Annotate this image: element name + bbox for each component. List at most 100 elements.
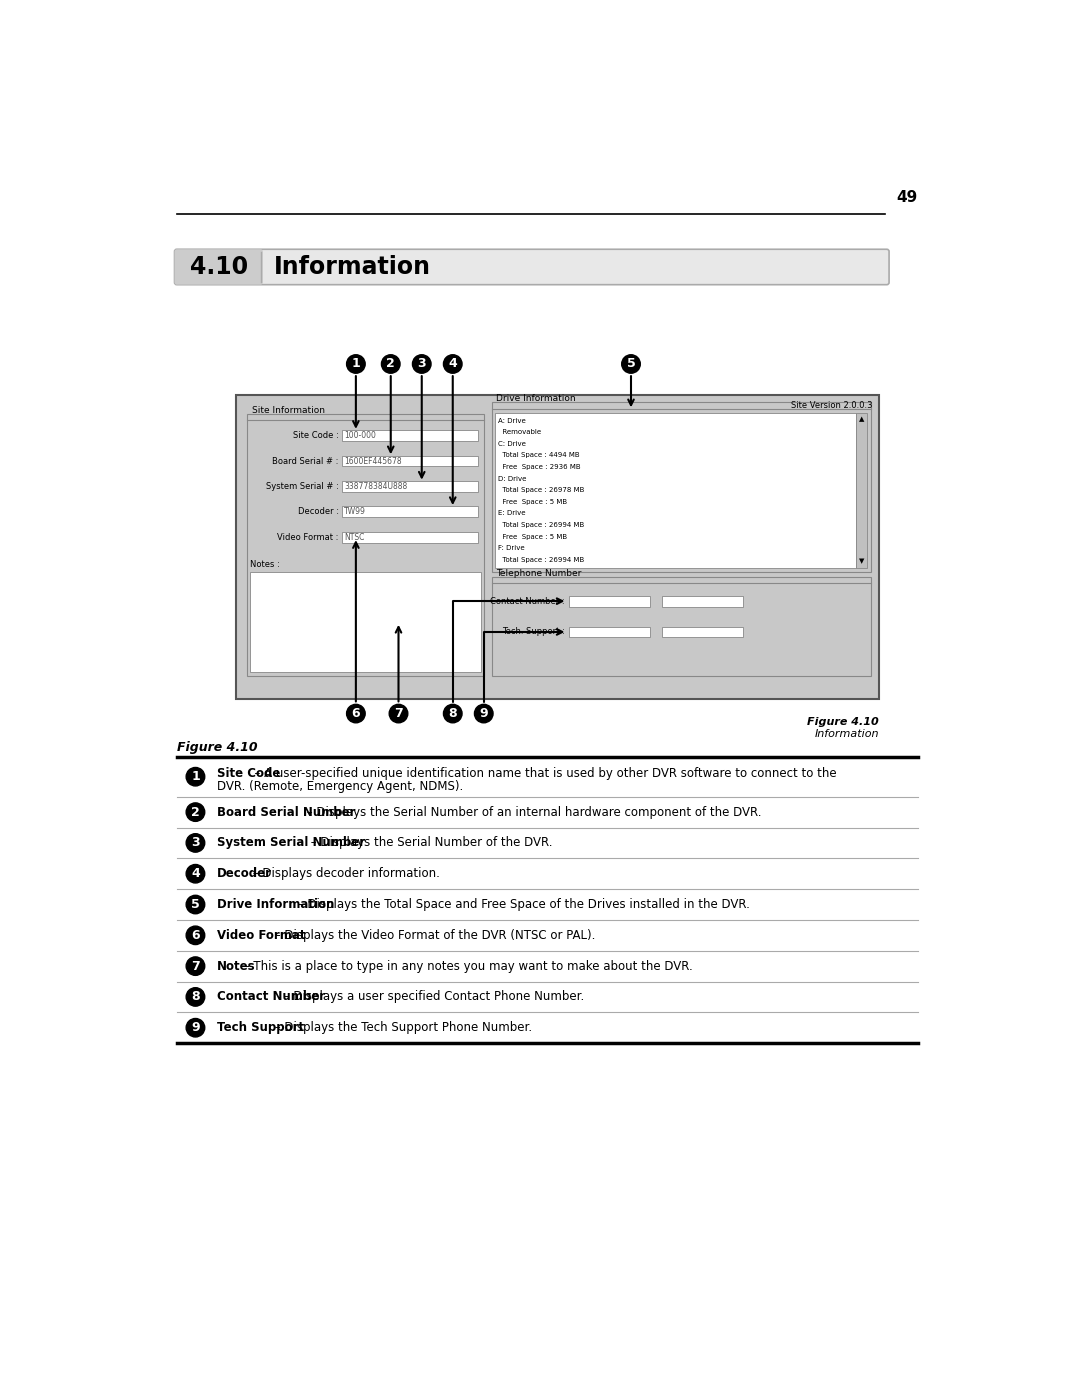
FancyBboxPatch shape xyxy=(496,412,855,569)
FancyBboxPatch shape xyxy=(342,430,477,441)
Text: – Displays decoder information.: – Displays decoder information. xyxy=(248,868,440,880)
Text: 1: 1 xyxy=(191,770,200,784)
Text: 2: 2 xyxy=(387,358,395,370)
Text: Site Version 2.0.0.3: Site Version 2.0.0.3 xyxy=(792,401,873,409)
FancyBboxPatch shape xyxy=(569,595,650,606)
Text: C: Drive: C: Drive xyxy=(498,441,526,447)
Text: 7: 7 xyxy=(394,707,403,719)
FancyBboxPatch shape xyxy=(175,249,889,285)
Circle shape xyxy=(186,926,205,944)
Text: ▲: ▲ xyxy=(859,416,864,422)
Text: 6: 6 xyxy=(352,707,361,719)
FancyBboxPatch shape xyxy=(491,577,872,676)
Circle shape xyxy=(381,355,400,373)
Circle shape xyxy=(186,767,205,787)
Circle shape xyxy=(347,355,365,373)
Text: 3: 3 xyxy=(191,837,200,849)
Text: 100-000: 100-000 xyxy=(345,432,376,440)
Text: F: Drive: F: Drive xyxy=(498,545,524,552)
Text: Decoder: Decoder xyxy=(217,868,272,880)
Text: 49: 49 xyxy=(896,190,918,205)
Text: Drive Information: Drive Information xyxy=(217,898,335,911)
FancyBboxPatch shape xyxy=(235,395,879,698)
Text: 2: 2 xyxy=(191,806,200,819)
Text: NTSC: NTSC xyxy=(345,532,365,542)
Text: Tech Support: Tech Support xyxy=(217,1021,305,1034)
Text: ▼: ▼ xyxy=(859,559,864,564)
Text: – Displays the Tech Support Phone Number.: – Displays the Tech Support Phone Number… xyxy=(271,1021,532,1034)
Text: 4.10: 4.10 xyxy=(190,256,247,279)
FancyBboxPatch shape xyxy=(662,627,743,637)
Text: Free  Space : 5 MB: Free Space : 5 MB xyxy=(498,534,567,539)
Text: System Serial # :: System Serial # : xyxy=(266,482,339,490)
Text: Drive Information: Drive Information xyxy=(496,394,576,404)
Text: 8: 8 xyxy=(191,990,200,1003)
Text: Total Space : 26994 MB: Total Space : 26994 MB xyxy=(498,557,584,563)
Text: Site Code :: Site Code : xyxy=(293,432,339,440)
Text: 1: 1 xyxy=(351,358,361,370)
Text: DVR. (Remote, Emergency Agent, NDMS).: DVR. (Remote, Emergency Agent, NDMS). xyxy=(217,780,463,792)
Text: Board Serial # :: Board Serial # : xyxy=(272,457,339,465)
Text: Notes :: Notes : xyxy=(251,560,280,569)
Text: – Displays the Total Space and Free Space of the Drives installed in the DVR.: – Displays the Total Space and Free Spac… xyxy=(294,898,750,911)
Text: 6: 6 xyxy=(191,929,200,942)
Text: Free  Space : 2936 MB: Free Space : 2936 MB xyxy=(498,464,580,469)
Circle shape xyxy=(186,988,205,1006)
Text: Notes: Notes xyxy=(217,960,256,972)
Text: E: Drive: E: Drive xyxy=(498,510,525,517)
Circle shape xyxy=(389,704,408,722)
Text: 5: 5 xyxy=(191,898,200,911)
Text: 8: 8 xyxy=(448,707,457,719)
Circle shape xyxy=(444,355,462,373)
Text: 7: 7 xyxy=(191,960,200,972)
FancyBboxPatch shape xyxy=(569,627,650,637)
Circle shape xyxy=(186,1018,205,1037)
Text: 9: 9 xyxy=(191,1021,200,1034)
Text: Figure 4.10: Figure 4.10 xyxy=(177,742,257,754)
Text: – Displays a user specified Contact Phone Number.: – Displays a user specified Contact Phon… xyxy=(280,990,584,1003)
Text: Telephone Number: Telephone Number xyxy=(496,569,581,578)
FancyBboxPatch shape xyxy=(247,414,484,676)
FancyBboxPatch shape xyxy=(342,532,477,542)
Text: System Serial Number: System Serial Number xyxy=(217,837,365,849)
Text: – Displays the Serial Number of the DVR.: – Displays the Serial Number of the DVR. xyxy=(307,837,553,849)
Text: Contact Number :: Contact Number : xyxy=(490,597,565,606)
FancyBboxPatch shape xyxy=(342,481,477,492)
FancyBboxPatch shape xyxy=(662,595,743,606)
Text: Total Space : 26978 MB: Total Space : 26978 MB xyxy=(498,488,584,493)
Text: Video Format :: Video Format : xyxy=(278,532,339,542)
Text: Information: Information xyxy=(814,729,879,739)
Circle shape xyxy=(186,957,205,975)
Text: Site Information: Site Information xyxy=(252,405,325,415)
FancyBboxPatch shape xyxy=(342,455,477,467)
Text: 3: 3 xyxy=(418,358,427,370)
Circle shape xyxy=(622,355,640,373)
Text: Board Serial Number: Board Serial Number xyxy=(217,806,355,819)
Text: Decoder :: Decoder : xyxy=(298,507,339,517)
Text: Tech. Support :: Tech. Support : xyxy=(502,627,565,637)
Text: 9: 9 xyxy=(480,707,488,719)
Text: Total Space : 26994 MB: Total Space : 26994 MB xyxy=(498,522,584,528)
Text: D: Drive: D: Drive xyxy=(498,475,526,482)
Text: – Displays the Serial Number of an internal hardware component of the DVR.: – Displays the Serial Number of an inter… xyxy=(302,806,761,819)
Text: Total Space : 4494 MB: Total Space : 4494 MB xyxy=(498,453,579,458)
Circle shape xyxy=(444,704,462,722)
FancyBboxPatch shape xyxy=(855,412,866,569)
Text: Information: Information xyxy=(273,256,431,279)
Text: Site Code: Site Code xyxy=(217,767,281,781)
Circle shape xyxy=(186,895,205,914)
Text: Contact Number: Contact Number xyxy=(217,990,325,1003)
Text: 338778384U888: 338778384U888 xyxy=(345,482,407,490)
Text: TW99: TW99 xyxy=(345,507,366,517)
Text: Free  Space : 5 MB: Free Space : 5 MB xyxy=(498,499,567,504)
FancyBboxPatch shape xyxy=(342,507,477,517)
Text: Video Format: Video Format xyxy=(217,929,306,942)
Circle shape xyxy=(474,704,494,722)
Text: – Displays the Video Format of the DVR (NTSC or PAL).: – Displays the Video Format of the DVR (… xyxy=(271,929,595,942)
FancyBboxPatch shape xyxy=(491,402,872,571)
Text: – A user-specified unique identification name that is used by other DVR software: – A user-specified unique identification… xyxy=(217,767,837,781)
Circle shape xyxy=(413,355,431,373)
Text: Removable: Removable xyxy=(498,429,541,436)
Text: Figure 4.10: Figure 4.10 xyxy=(807,718,879,728)
Text: 1600EF445678: 1600EF445678 xyxy=(345,457,402,465)
